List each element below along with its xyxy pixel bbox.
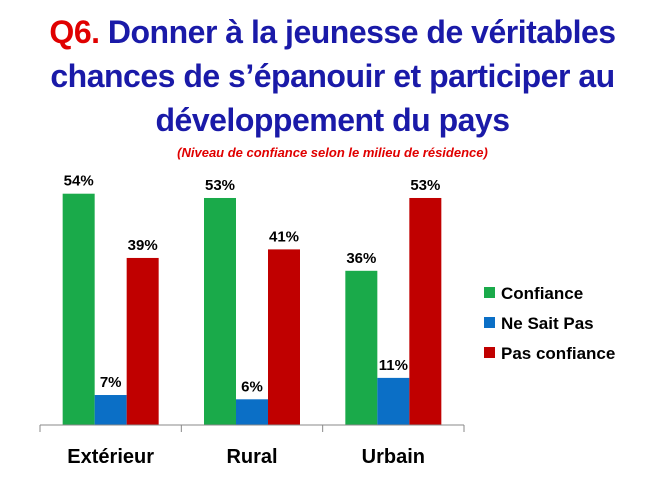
bar-confiance-1 bbox=[204, 197, 236, 425]
bar-confiance-2 bbox=[345, 270, 378, 425]
x-axis bbox=[39, 424, 465, 432]
title-text: Donner à la jeunesse de véritables chanc… bbox=[50, 14, 616, 138]
category-label: Urbain bbox=[362, 446, 425, 468]
data-label: 7% bbox=[100, 374, 122, 391]
bar-pas-confiance-2 bbox=[409, 197, 442, 425]
data-label: 53% bbox=[205, 177, 235, 194]
legend: Confiance Ne Sait Pas Pas confiance bbox=[484, 284, 615, 363]
legend-swatch bbox=[484, 347, 495, 358]
data-label: 54% bbox=[64, 173, 94, 190]
legend-swatch bbox=[484, 287, 495, 298]
bar-ne-sait-pas-1 bbox=[236, 399, 268, 425]
data-label: 39% bbox=[128, 237, 158, 254]
page-title: Q6. Donner à la jeunesse de véritables c… bbox=[0, 10, 665, 142]
data-label: 53% bbox=[410, 177, 440, 194]
bar-pas-confiance-1 bbox=[268, 249, 300, 425]
data-labels-group: 54% 7% 39% 53% 6% 41% 36% 11% 53% bbox=[64, 173, 441, 396]
bar-ne-sait-pas-2 bbox=[377, 377, 410, 425]
data-label: 41% bbox=[269, 228, 299, 245]
question-number: Q6. bbox=[49, 14, 100, 50]
category-label: Rural bbox=[226, 446, 277, 468]
bar-confiance-0 bbox=[62, 193, 95, 425]
bars-group bbox=[62, 193, 442, 425]
bar-ne-sait-pas-0 bbox=[94, 395, 127, 425]
category-labels-group: Extérieur Rural Urbain bbox=[67, 446, 425, 468]
legend-swatch bbox=[484, 317, 495, 328]
data-label: 36% bbox=[346, 250, 376, 267]
bar-pas-confiance-0 bbox=[126, 257, 159, 425]
chart-subtitle: (Niveau de confiance selon le milieu de … bbox=[177, 145, 488, 160]
legend-label: Pas confiance bbox=[501, 344, 615, 363]
data-label: 6% bbox=[241, 378, 263, 395]
legend-label: Confiance bbox=[501, 284, 583, 303]
data-label: 11% bbox=[379, 357, 408, 374]
category-label: Extérieur bbox=[67, 446, 154, 468]
legend-label: Ne Sait Pas bbox=[501, 314, 594, 333]
